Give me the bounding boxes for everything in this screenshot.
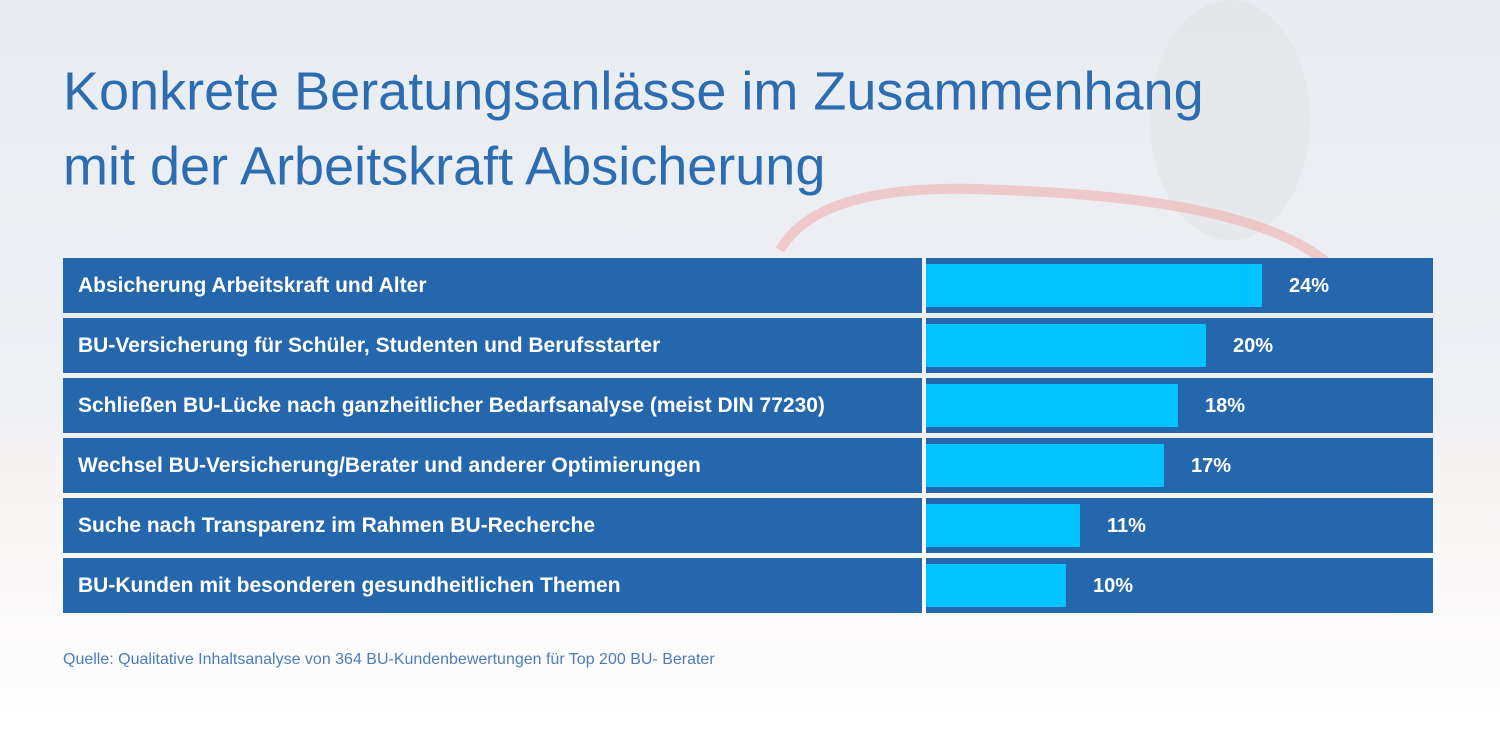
- bar: [926, 384, 1178, 427]
- bar: [926, 504, 1080, 547]
- value-label: 20%: [1233, 335, 1273, 357]
- category-label: Suche nach Transparenz im Rahmen BU-Rech…: [78, 514, 595, 537]
- chart-title: Konkrete Beratungsanlässe im Zusammenhan…: [63, 61, 1204, 121]
- row-label-cell: [63, 498, 922, 553]
- row-label-cell: [63, 378, 922, 433]
- bar: [926, 264, 1262, 307]
- category-label: BU-Versicherung für Schüler, Studenten u…: [78, 334, 660, 357]
- decoration: [1150, 0, 1310, 240]
- bar: [926, 444, 1164, 487]
- row-label-cell: [63, 438, 922, 493]
- category-label: BU-Kunden mit besonderen gesundheitliche…: [78, 574, 621, 597]
- category-label: Wechsel BU-Versicherung/Berater und ande…: [78, 454, 701, 477]
- category-label: Schließen BU-Lücke nach ganzheitlicher B…: [78, 394, 825, 417]
- category-label: Absicherung Arbeitskraft und Alter: [78, 274, 427, 297]
- decoration: [775, 183, 1355, 293]
- row-label-cell: [63, 258, 922, 313]
- chart-title: mit der Arbeitskraft Absicherung: [63, 136, 825, 196]
- value-label: 17%: [1191, 455, 1231, 477]
- value-label: 18%: [1205, 395, 1245, 417]
- value-label: 11%: [1107, 515, 1146, 537]
- bar: [926, 324, 1206, 367]
- value-label: 10%: [1093, 575, 1133, 597]
- source: Quelle: Qualitative Inhaltsanalyse von 3…: [63, 651, 715, 668]
- row-label-cell: [63, 558, 922, 613]
- bar: [926, 564, 1066, 607]
- value-label: 24%: [1289, 275, 1329, 297]
- row-label-cell: [63, 318, 922, 373]
